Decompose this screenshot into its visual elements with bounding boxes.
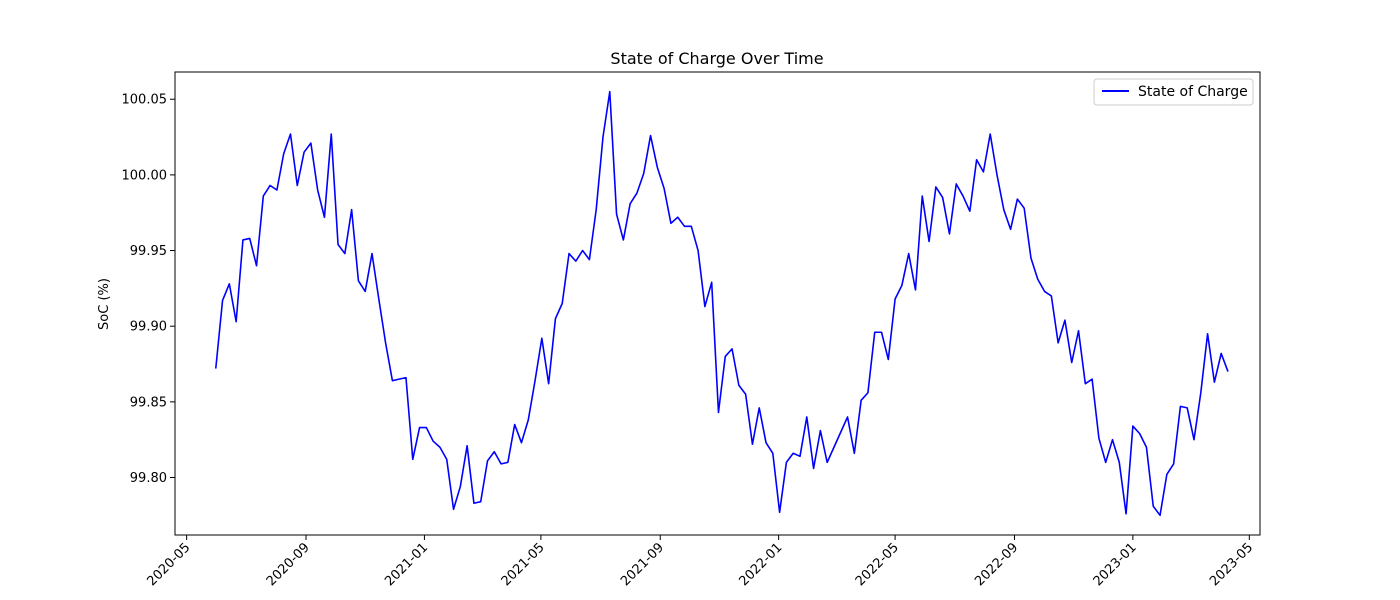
x-tick-label: 2021-01 [382,540,431,589]
x-tick-label: 2022-09 [972,540,1021,589]
legend: State of Charge [1093,78,1254,106]
y-tick-label: 99.90 [130,320,167,335]
series-line-0 [214,90,1229,517]
y-tick-label: 100.00 [122,168,168,183]
x-tick-label: 2020-09 [264,540,313,589]
y-tick-label: 99.85 [130,395,167,410]
plot-area [174,71,1261,536]
x-tick-label: 2023-05 [1207,540,1256,589]
y-axis: 99.80 99.85 99.90 99.95 100.00 100.05 [122,93,175,486]
y-axis-label: SoC (%) [97,278,112,330]
x-tick-label: 2020-05 [144,540,193,589]
chart-title: State of Charge Over Time [610,49,823,68]
x-tick-label: 2021-05 [499,540,548,589]
legend-box [1093,78,1254,106]
x-tick-label: 2022-01 [736,540,785,589]
x-tick-label: 2022-05 [853,540,902,589]
series-layer [214,90,1229,517]
legend-entry-label: State of Charge [1138,84,1248,100]
y-tick-label: 99.95 [130,244,167,259]
y-tick-label: 100.05 [122,93,168,108]
x-axis: 2020-05 2020-09 2021-01 2021-05 2021-09 2022-… [144,535,1256,589]
x-tick-label: 2021-09 [618,540,667,589]
y-tick-label: 99.80 [130,471,167,486]
x-tick-label: 2023-01 [1091,540,1140,589]
